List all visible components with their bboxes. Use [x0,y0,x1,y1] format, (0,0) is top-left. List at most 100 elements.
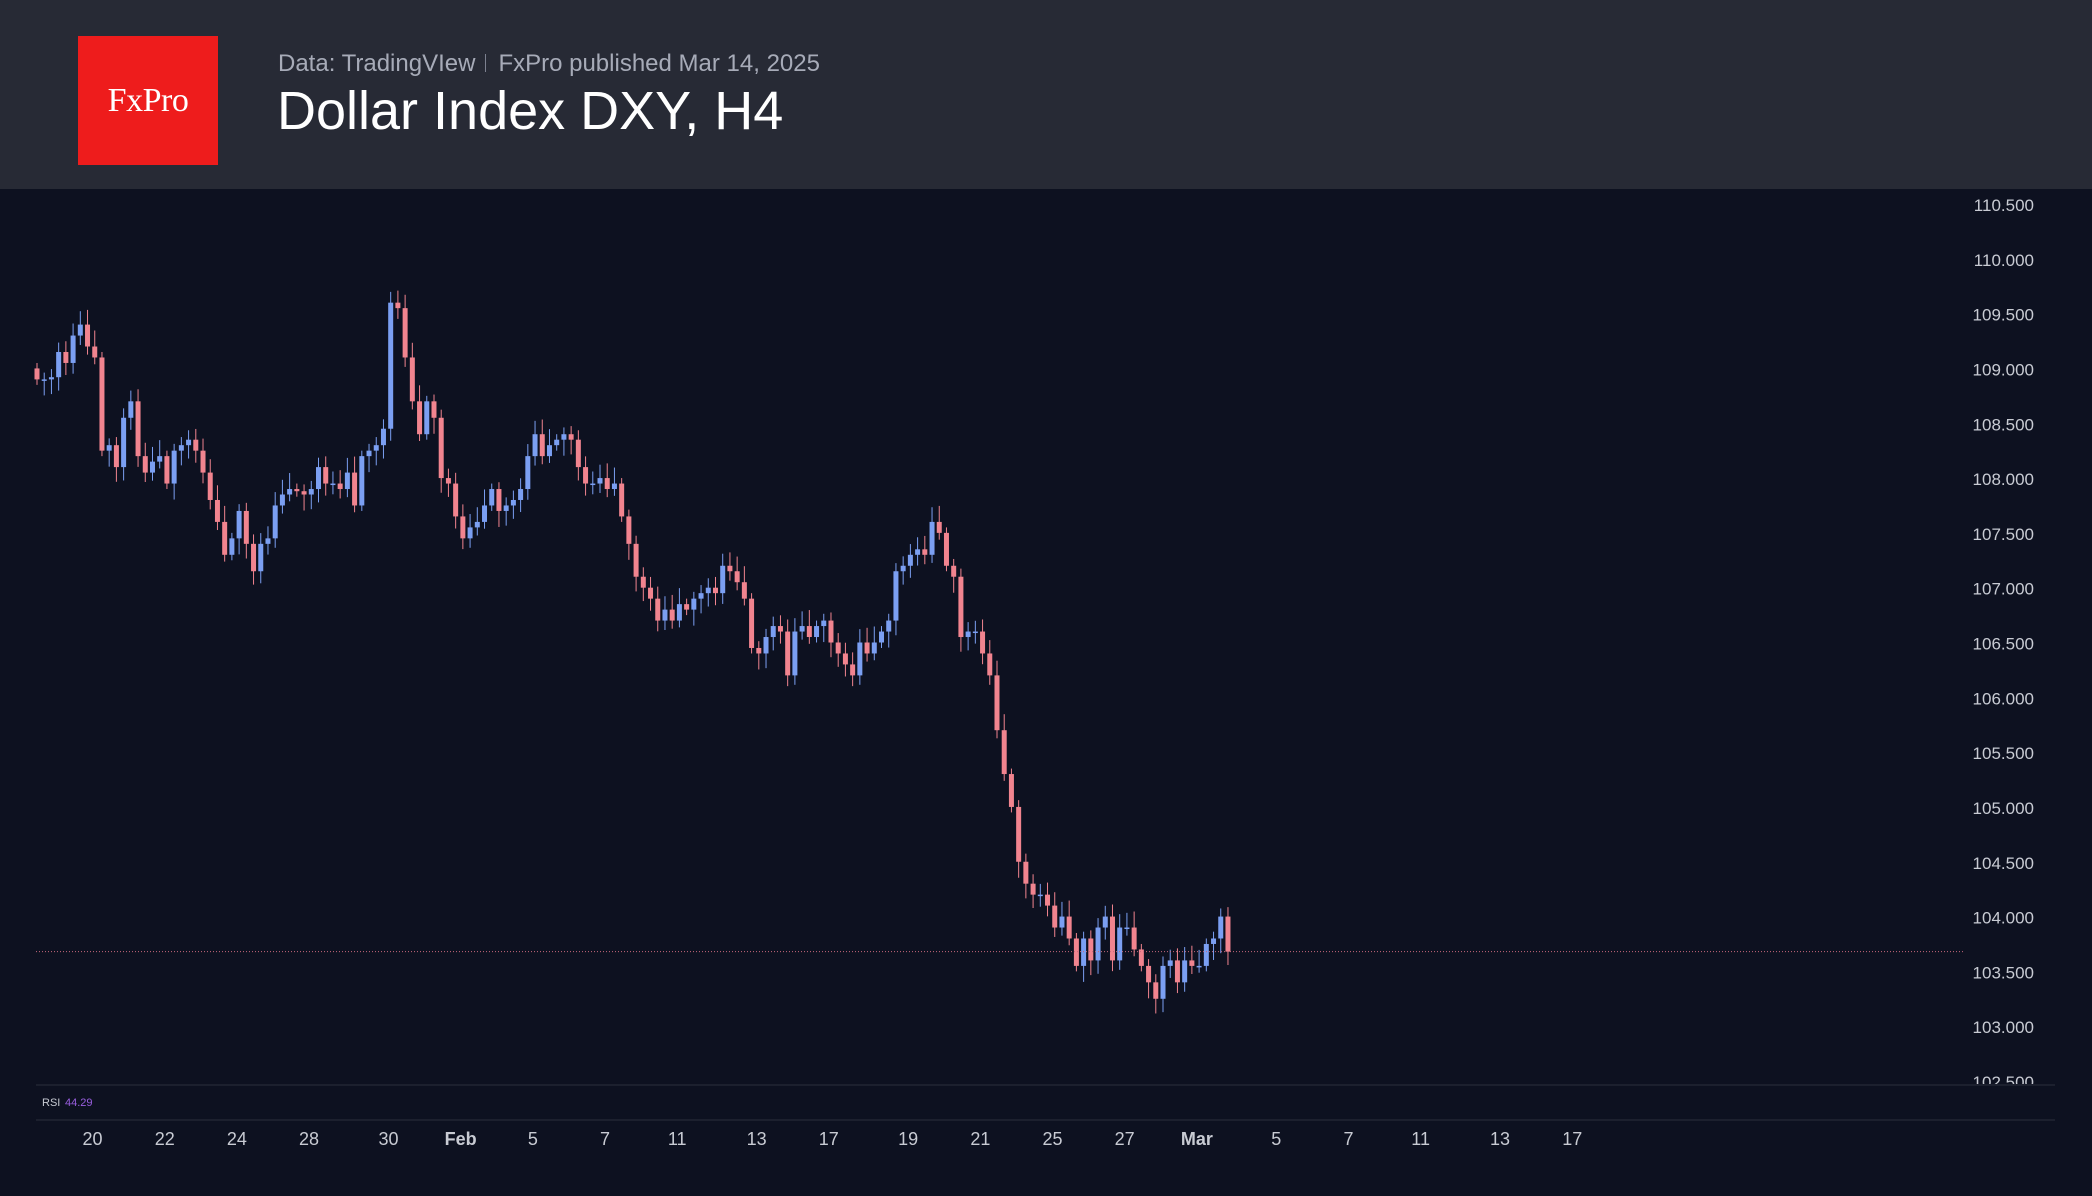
candle-body[interactable] [951,565,957,577]
candle-body[interactable] [467,527,473,539]
candle-body[interactable] [893,571,899,621]
candle-body[interactable] [510,499,516,506]
candle-body[interactable] [1174,960,1180,983]
candle-body[interactable] [489,489,495,506]
candle-body[interactable] [366,450,372,457]
candle-body[interactable] [460,516,466,539]
candle-body[interactable] [1059,916,1065,928]
candle-body[interactable] [777,626,783,632]
candle-body[interactable] [1196,965,1202,968]
candle-body[interactable] [532,434,538,457]
candle-body[interactable] [785,631,791,676]
candle-body[interactable] [879,631,885,643]
candle-body[interactable] [359,456,365,506]
candle-body[interactable] [243,510,249,544]
candle-body[interactable] [106,445,112,451]
candle-body[interactable] [1052,905,1058,928]
candle-body[interactable] [763,637,769,654]
candle-body[interactable] [431,401,437,418]
candle-body[interactable] [417,401,423,435]
candle-body[interactable] [987,653,993,676]
candle-body[interactable] [640,576,646,588]
candle-body[interactable] [236,510,242,539]
candle-body[interactable] [1109,916,1115,961]
candle-body[interactable] [994,675,1000,731]
candle-body[interactable] [337,483,343,490]
candle-body[interactable] [915,549,921,555]
candle-body[interactable] [720,565,726,594]
candle-body[interactable] [1189,960,1195,966]
candle-body[interactable] [48,377,54,380]
candle-body[interactable] [568,434,574,440]
candle-body[interactable] [77,324,83,336]
candle-body[interactable] [575,439,581,468]
candle-body[interactable] [561,434,567,440]
candle-body[interactable] [128,401,134,418]
candle-body[interactable] [691,598,697,610]
candle-body[interactable] [518,489,524,500]
candle-body[interactable] [229,538,235,555]
candle-body[interactable] [482,505,488,522]
candle-body[interactable] [828,620,834,643]
candle-body[interactable] [857,642,863,676]
candle-body[interactable] [1008,774,1014,807]
candle-body[interactable] [648,587,654,599]
candle-body[interactable] [669,609,675,621]
candle-body[interactable] [56,351,62,378]
candle-body[interactable] [907,554,913,566]
candle-body[interactable] [554,439,560,446]
candle-body[interactable] [34,368,40,380]
candle-body[interactable] [70,335,76,363]
candle-body[interactable] [864,642,870,654]
price-chart[interactable]: 110.500 110.000 109.500 109.000 108.500 108.0… [0,189,2092,1196]
candle-body[interactable] [1182,960,1188,983]
candle-body[interactable] [287,489,293,495]
candle-body[interactable] [330,483,336,486]
candle-body[interactable] [164,456,170,484]
candle-body[interactable] [92,346,98,358]
candle-body[interactable] [835,642,841,654]
candle-body[interactable] [308,489,314,495]
candle-body[interactable] [741,582,747,599]
candle-body[interactable] [799,626,805,632]
candle-body[interactable] [871,642,877,654]
candle-body[interactable] [546,445,552,457]
candle-body[interactable] [539,434,545,457]
candle-body[interactable] [712,587,718,594]
candle-body[interactable] [749,598,755,648]
candle-body[interactable] [604,478,610,490]
candle-body[interactable] [1160,965,1166,999]
candle-body[interactable] [980,631,986,654]
candle-body[interactable] [1088,938,1094,961]
candle-body[interactable] [936,521,942,533]
candle-body[interactable] [265,538,271,544]
candle-body[interactable] [41,379,47,381]
candle-body[interactable] [344,472,350,490]
candle-body[interactable] [1016,806,1022,862]
candle-body[interactable] [157,456,163,462]
candle-body[interactable] [272,505,278,539]
candle-body[interactable] [633,543,639,577]
candle-body[interactable] [734,571,740,583]
candle-body[interactable] [1095,927,1101,961]
candle-body[interactable] [972,631,978,634]
candle-body[interactable] [402,308,408,358]
candle-body[interactable] [258,543,264,572]
candle-body[interactable] [121,417,127,468]
candle-body[interactable] [1073,938,1079,966]
candle-body[interactable] [1146,965,1152,983]
candle-body[interactable] [453,483,459,517]
candle-body[interactable] [149,461,155,473]
candle-body[interactable] [301,491,307,495]
candle-body[interactable] [1225,916,1231,952]
candle-body[interactable] [1124,927,1130,930]
candle-body[interactable] [142,456,148,473]
candle-body[interactable] [619,483,625,517]
candle-body[interactable] [821,620,827,627]
candle-body[interactable] [1001,730,1007,775]
candle-body[interactable] [438,417,444,479]
candle-body[interactable] [1081,938,1087,966]
candle-body[interactable] [583,467,589,484]
candle-body[interactable] [85,324,91,347]
candle-body[interactable] [178,445,184,451]
